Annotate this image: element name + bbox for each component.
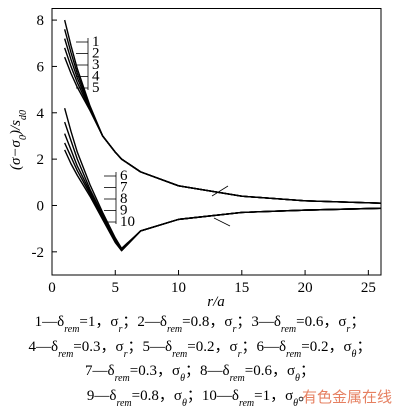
- text-part: ；8—δ: [185, 363, 230, 379]
- series-label: 5: [92, 80, 100, 96]
- subscript: rem: [64, 324, 79, 335]
- text-part: 9—δ: [87, 388, 117, 404]
- text-part: =0.8，σ: [132, 388, 182, 404]
- text-part: 7—δ: [85, 363, 115, 379]
- x-tick-label: 5: [112, 280, 120, 296]
- series-label: 4: [92, 69, 100, 85]
- subscript: rem: [116, 398, 131, 409]
- series-label: 6: [120, 168, 128, 184]
- series-label: 9: [120, 203, 128, 219]
- subscript: θ: [180, 373, 185, 384]
- text-part: =1，σ: [254, 388, 293, 404]
- line-series: [63, 107, 382, 250]
- subscript: rem: [281, 324, 296, 335]
- text-part: (σ−σ: [8, 139, 24, 170]
- text-part: =0.2，σ: [187, 339, 237, 355]
- subscript: rem: [167, 324, 182, 335]
- subscript: θ: [293, 398, 298, 409]
- text-part: =0.2，σ: [301, 339, 351, 355]
- y-axis-label: (σ−σ0)/sd0: [8, 110, 29, 170]
- subscript: r: [232, 324, 236, 335]
- caption-line: 4—δrem=0.3，σr；5—δrem=0.2，σr；6—δrem=0.2，σ…: [29, 339, 372, 360]
- caption-line: 9—δrem=0.8，σθ；10—δrem=1，σθ。: [87, 388, 313, 409]
- y-tick-label: 2: [37, 152, 45, 168]
- text-part: =0.3，σ: [73, 339, 123, 355]
- text-part: =0.6，σ: [245, 363, 295, 379]
- line-series: [63, 29, 382, 204]
- subscript: rem: [230, 373, 245, 384]
- annotation-leader: [211, 185, 229, 197]
- series-label: 10: [120, 214, 135, 230]
- subscript: d0: [18, 110, 29, 120]
- line-series: [63, 47, 382, 204]
- text-part: =0.8，σ: [182, 314, 232, 330]
- subscript: θ: [182, 398, 187, 409]
- text-part: 4—δ: [29, 339, 59, 355]
- series-label: 3: [92, 57, 100, 73]
- line-series: [64, 149, 382, 252]
- text-part: )/s: [8, 120, 24, 136]
- series-label: 1: [92, 34, 100, 50]
- subscript: r: [118, 324, 122, 335]
- subscript: 0: [18, 135, 29, 140]
- x-tick-label: 20: [298, 280, 313, 296]
- subscript: r: [238, 349, 242, 360]
- text-part: =1，σ: [79, 314, 118, 330]
- subscript: θ: [295, 373, 300, 384]
- line-series: [63, 38, 382, 204]
- series-label: 7: [120, 180, 128, 196]
- text-part: =0.3，σ: [130, 363, 180, 379]
- x-tick-label: 0: [48, 280, 56, 296]
- watermark: 有色金属在线: [302, 389, 392, 406]
- x-tick-label: 15: [234, 280, 249, 296]
- text-part: ；2—δ: [122, 314, 167, 330]
- y-tick-label: 6: [37, 59, 45, 75]
- subscript: r: [124, 349, 128, 360]
- text-part: ；5—δ: [128, 339, 173, 355]
- text-part: ；: [300, 363, 315, 379]
- subscript: rem: [286, 349, 301, 360]
- text-part: ；: [356, 339, 371, 355]
- x-tick-label: 10: [171, 280, 186, 296]
- plot-frame: [51, 8, 382, 276]
- y-tick-label: 4: [37, 106, 45, 122]
- subscript: rem: [239, 398, 254, 409]
- series-label: 2: [92, 46, 100, 62]
- text-part: =0.6，σ: [296, 314, 346, 330]
- text-part: ；10—δ: [187, 388, 239, 404]
- y-tick-label: 8: [37, 13, 45, 29]
- subscript: θ: [352, 349, 357, 360]
- x-axis-label: r/a: [207, 294, 225, 310]
- subscript: r: [346, 324, 350, 335]
- text-part: 1—δ: [35, 314, 65, 330]
- line-series: [64, 56, 382, 204]
- text-part: ；3—δ: [236, 314, 281, 330]
- annotation-leader: [213, 217, 231, 227]
- text-part: ；: [350, 314, 365, 330]
- line-series: [64, 142, 382, 252]
- y-tick-label: 0: [37, 198, 45, 214]
- text-part: ；6—δ: [241, 339, 286, 355]
- text-part: 。: [298, 388, 313, 404]
- subscript: rem: [115, 373, 130, 384]
- x-tick-label: 25: [361, 280, 376, 296]
- subscript: rem: [58, 349, 73, 360]
- y-tick-label: -2: [32, 245, 45, 261]
- subscript: rem: [172, 349, 187, 360]
- caption-line: 7—δrem=0.3，σθ；8—δrem=0.6，σθ；: [85, 363, 315, 384]
- series-label: 8: [120, 191, 128, 207]
- caption-line: 1—δrem=1，σr；2—δrem=0.8，σr；3—δrem=0.6，σr；: [35, 314, 366, 335]
